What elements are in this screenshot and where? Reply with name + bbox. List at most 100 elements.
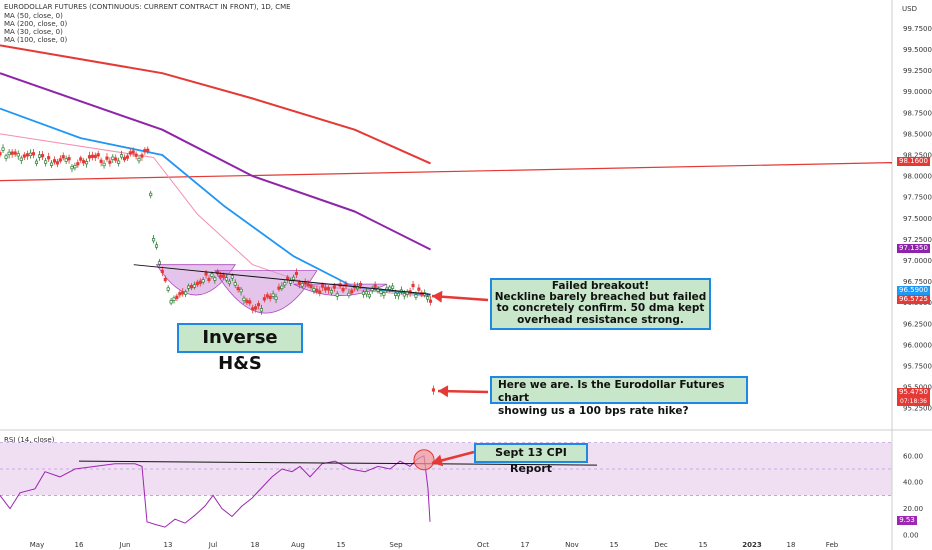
price-tick-label: 95.7500 <box>903 362 932 370</box>
candle-body <box>13 151 17 155</box>
candle-body <box>326 287 331 291</box>
candle-body <box>25 153 29 157</box>
candle-body <box>105 156 109 160</box>
time-tick-label: Nov <box>565 541 579 549</box>
candle-body <box>7 151 11 156</box>
rsi-line <box>0 455 431 528</box>
candle-body <box>306 283 310 287</box>
candle-body <box>283 282 287 286</box>
candle-body <box>16 153 20 157</box>
badge-rsi-last: 9.53 <box>897 516 917 525</box>
candle-body <box>157 261 161 265</box>
price-axis: 99.7500 99.5000 99.2500 99.0000 98.7500 98.50… <box>903 25 932 413</box>
candle-body <box>332 285 336 289</box>
candle-body <box>291 276 296 281</box>
candle-body <box>47 156 51 160</box>
candle-body <box>73 164 77 169</box>
time-tick-label: Jun <box>119 541 131 549</box>
time-tick-label: 17 <box>521 541 530 549</box>
candle-body <box>207 277 211 282</box>
candle-body <box>227 280 231 285</box>
candle-body <box>134 153 138 157</box>
inverse-hs-shapes <box>155 264 387 314</box>
time-tick-label: 18 <box>787 541 796 549</box>
candle-body <box>428 299 433 303</box>
price-tick-label: 98.2500 <box>903 152 932 160</box>
candle-body <box>262 297 266 301</box>
candle-body <box>236 286 240 291</box>
candle-body <box>248 300 252 304</box>
candle-body <box>152 238 156 242</box>
arrow-head <box>432 454 444 467</box>
candle-body <box>122 157 127 161</box>
candle-body <box>22 154 26 158</box>
candle-body <box>166 287 170 291</box>
badge-ma100: 97.1350 <box>897 244 930 253</box>
candle-body <box>318 290 322 294</box>
candle-body <box>426 296 430 300</box>
candle-body <box>300 283 304 287</box>
time-tick-label: May <box>30 541 44 549</box>
candle-body <box>34 160 39 164</box>
candle-body <box>160 269 164 274</box>
candle-body <box>195 281 199 286</box>
rsi-trendline <box>78 460 598 466</box>
candle-body <box>210 273 214 277</box>
rsi-tick-label: 0.00 <box>903 532 919 540</box>
candle-body <box>52 159 57 163</box>
candle-body <box>137 158 141 162</box>
price-tick-label: 96.0000 <box>903 341 932 349</box>
rsi-label: RSI (14, close) <box>4 436 55 444</box>
candle-body <box>388 286 392 290</box>
candle-body <box>309 284 313 289</box>
candle-body <box>417 287 421 291</box>
rsi-tick-label: 60.00 <box>903 452 923 460</box>
price-tick-label: 97.2500 <box>903 236 932 244</box>
price-tick-label: 97.0000 <box>903 257 932 265</box>
candle-body <box>367 294 371 298</box>
candle-body <box>108 160 112 164</box>
candle-body <box>82 160 86 164</box>
candle-body <box>114 157 118 161</box>
price-tick-label: 99.7500 <box>903 25 932 33</box>
time-tick-label: Aug <box>291 541 305 549</box>
time-tick-label: 15 <box>610 541 619 549</box>
time-tick-label: Feb <box>826 541 839 549</box>
candle-body <box>10 151 14 155</box>
candle-body <box>373 284 377 288</box>
candle-body <box>99 159 103 163</box>
candle-body <box>169 300 173 304</box>
price-tick-label: 96.2500 <box>903 320 932 328</box>
candle-body <box>315 288 319 292</box>
candle-body <box>242 297 246 301</box>
candle-body <box>131 150 135 154</box>
candle-body <box>297 281 301 285</box>
candle-body <box>201 279 205 283</box>
candle-body <box>61 155 65 159</box>
candle-body <box>192 284 196 288</box>
candle-body <box>85 161 89 165</box>
candle-body <box>271 293 275 297</box>
time-tick-label: 18 <box>251 541 260 549</box>
badge-horizontal-line: 98.1600 <box>897 157 930 166</box>
candle-body <box>256 303 261 307</box>
arrow-head <box>432 290 443 303</box>
candle-body <box>254 306 258 310</box>
candle-body <box>289 280 293 284</box>
candle-body <box>265 294 269 298</box>
candle-body <box>385 287 389 291</box>
cpi-marker <box>413 449 435 471</box>
candle-body <box>198 280 202 284</box>
time-tick-label: 16 <box>75 541 84 549</box>
candle-body <box>19 157 23 161</box>
candle-body <box>125 155 129 159</box>
candle-body <box>286 276 290 280</box>
time-tick-label: 15 <box>699 541 708 549</box>
candle-body <box>187 285 191 289</box>
candle-body <box>364 291 368 295</box>
candle-body <box>44 160 48 164</box>
inverse-hs-label: Inverse H&S <box>177 323 303 374</box>
time-axis: May 16 Jun 13 Jul 18 Aug 15 Sep Oct 17 Nov 15 Dec 15 20… <box>30 541 839 549</box>
candle-body <box>382 292 386 296</box>
time-tick-label: 15 <box>337 541 346 549</box>
